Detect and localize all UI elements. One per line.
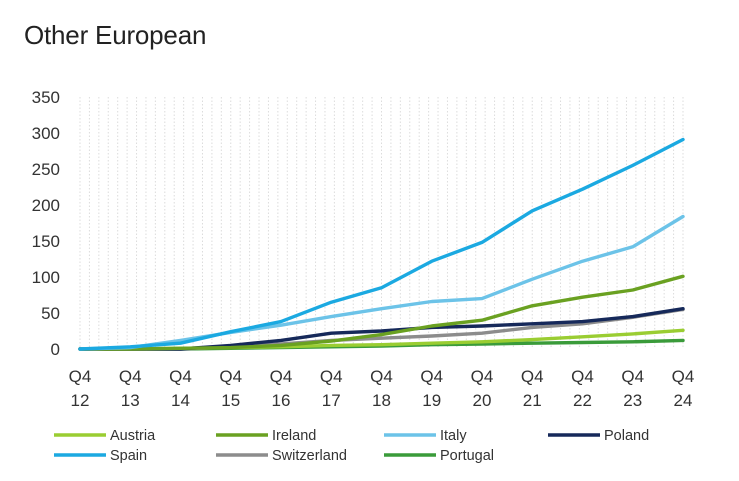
legend-label-poland: Poland bbox=[604, 428, 649, 444]
grid-lines bbox=[79, 97, 684, 349]
y-tick-label: 300 bbox=[32, 124, 60, 143]
legend-label-spain: Spain bbox=[110, 448, 147, 464]
x-tick-label-top: Q4 bbox=[471, 367, 494, 386]
x-tick-label-top: Q4 bbox=[320, 367, 343, 386]
legend-label-portugal: Portugal bbox=[440, 448, 494, 464]
x-tick-label-top: Q4 bbox=[169, 367, 192, 386]
legend-label-italy: Italy bbox=[440, 428, 467, 444]
x-tick-label-bottom: 23 bbox=[623, 391, 642, 410]
x-tick-label-bottom: 20 bbox=[473, 391, 492, 410]
y-tick-label: 100 bbox=[32, 268, 60, 287]
series-line-italy bbox=[78, 214, 685, 351]
chart-title: Other European bbox=[24, 20, 207, 50]
y-axis-ticks: 0 50 100 150 200 250 300 350 bbox=[32, 88, 60, 359]
x-tick-label-top: Q4 bbox=[119, 367, 142, 386]
x-tick-label-bottom: 12 bbox=[71, 391, 90, 410]
x-tick-label-top: Q4 bbox=[270, 367, 293, 386]
x-tick-label-top: Q4 bbox=[370, 367, 393, 386]
x-tick-label-bottom: 15 bbox=[221, 391, 240, 410]
legend-label-switzerland: Switzerland bbox=[272, 448, 347, 464]
x-tick-label-bottom: 18 bbox=[372, 391, 391, 410]
x-tick-label-bottom: 22 bbox=[573, 391, 592, 410]
x-axis-ticks: Q4 12 Q4 13 Q4 14 Q4 15 Q4 16 Q4 17 Q4 18 Q4 19 Q4 20 Q4 21… bbox=[69, 367, 695, 410]
series-line-ireland bbox=[78, 274, 685, 351]
series-line-spain bbox=[78, 137, 685, 351]
x-tick-label-top: Q4 bbox=[219, 367, 242, 386]
x-tick-label-top: Q4 bbox=[571, 367, 594, 386]
x-tick-label-bottom: 16 bbox=[272, 391, 291, 410]
x-tick-label-top: Q4 bbox=[69, 367, 92, 386]
legend-label-austria: Austria bbox=[110, 428, 156, 444]
series-lines bbox=[78, 137, 685, 351]
x-tick-label-bottom: 24 bbox=[674, 391, 693, 410]
x-tick-label-top: Q4 bbox=[621, 367, 644, 386]
y-tick-label: 250 bbox=[32, 160, 60, 179]
legend-label-ireland: Ireland bbox=[272, 428, 316, 444]
x-tick-label-bottom: 14 bbox=[171, 391, 190, 410]
y-tick-label: 0 bbox=[51, 340, 60, 359]
x-tick-label-top: Q4 bbox=[672, 367, 695, 386]
x-tick-label-bottom: 19 bbox=[422, 391, 441, 410]
y-tick-label: 350 bbox=[32, 88, 60, 107]
y-tick-label: 150 bbox=[32, 232, 60, 251]
x-tick-label-bottom: 21 bbox=[523, 391, 542, 410]
y-tick-label: 200 bbox=[32, 196, 60, 215]
y-tick-label: 50 bbox=[41, 304, 60, 323]
x-tick-label-top: Q4 bbox=[420, 367, 443, 386]
x-tick-label-top: Q4 bbox=[521, 367, 544, 386]
x-tick-label-bottom: 17 bbox=[322, 391, 341, 410]
legend: Austria Ireland Italy Poland Spain Switzerlan… bbox=[54, 428, 649, 464]
x-tick-label-bottom: 13 bbox=[121, 391, 140, 410]
